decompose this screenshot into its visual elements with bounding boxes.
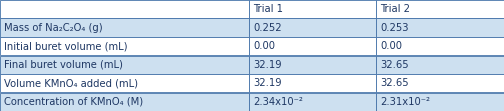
- Bar: [0, 92, 249, 111]
- Bar: [249, 56, 376, 74]
- Bar: [249, 19, 376, 37]
- Bar: [0, 19, 249, 37]
- Bar: [376, 19, 504, 37]
- Bar: [249, 0, 376, 19]
- Text: 0.00: 0.00: [381, 41, 403, 51]
- Text: Concentration of KMnO₄ (M): Concentration of KMnO₄ (M): [4, 97, 143, 107]
- Text: 0.252: 0.252: [254, 23, 282, 33]
- Bar: [249, 37, 376, 56]
- Bar: [0, 37, 249, 56]
- Text: 32.65: 32.65: [381, 60, 409, 70]
- Text: 32.19: 32.19: [254, 78, 282, 88]
- Text: Initial buret volume (mL): Initial buret volume (mL): [4, 41, 128, 51]
- Bar: [376, 56, 504, 74]
- Bar: [0, 56, 249, 74]
- Text: Volume KMnO₄ added (mL): Volume KMnO₄ added (mL): [4, 78, 138, 88]
- Text: Final buret volume (mL): Final buret volume (mL): [4, 60, 123, 70]
- Bar: [249, 74, 376, 92]
- Text: Trial 2: Trial 2: [381, 4, 411, 14]
- Text: 2.31x10⁻²: 2.31x10⁻²: [381, 97, 430, 107]
- Bar: [0, 74, 249, 92]
- Bar: [376, 92, 504, 111]
- Text: 2.34x10⁻²: 2.34x10⁻²: [254, 97, 303, 107]
- Text: 0.00: 0.00: [254, 41, 276, 51]
- Bar: [376, 0, 504, 19]
- Bar: [249, 92, 376, 111]
- Bar: [0, 0, 249, 19]
- Text: 32.19: 32.19: [254, 60, 282, 70]
- Text: 32.65: 32.65: [381, 78, 409, 88]
- Bar: [376, 37, 504, 56]
- Text: 0.253: 0.253: [381, 23, 409, 33]
- Text: Trial 1: Trial 1: [254, 4, 284, 14]
- Bar: [376, 74, 504, 92]
- Text: Mass of Na₂C₂O₄ (g): Mass of Na₂C₂O₄ (g): [4, 23, 103, 33]
